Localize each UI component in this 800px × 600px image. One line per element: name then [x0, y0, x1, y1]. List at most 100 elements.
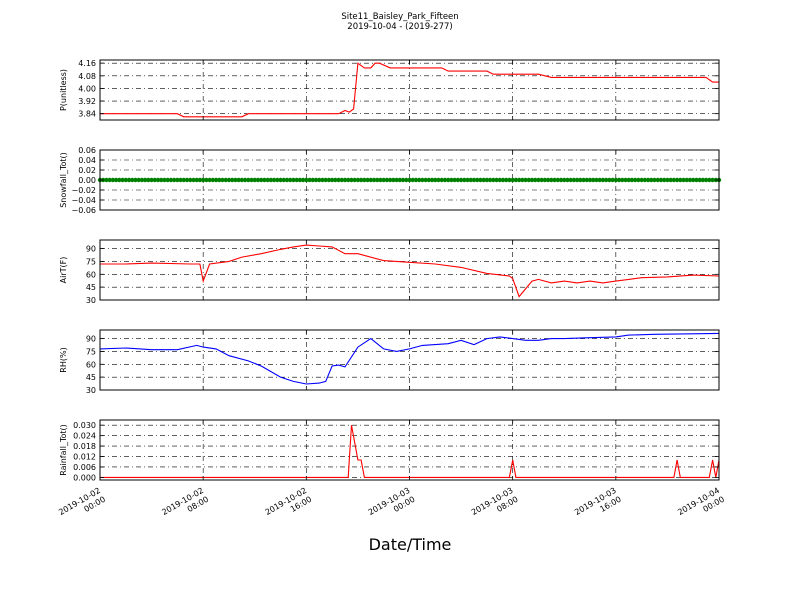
data-point — [291, 177, 296, 183]
data-point — [671, 177, 677, 183]
data-point — [346, 177, 351, 183]
data-point — [242, 177, 248, 183]
data-point — [162, 177, 167, 183]
data-point — [197, 177, 203, 183]
data-point — [533, 177, 538, 183]
y-tick-label: 30 — [86, 386, 96, 395]
data-point — [581, 177, 586, 183]
data-point — [513, 177, 519, 183]
data-point — [268, 177, 274, 183]
data-point — [710, 177, 715, 183]
data-point — [391, 177, 396, 183]
data-point — [326, 177, 332, 183]
data-point — [355, 177, 361, 183]
data-point — [200, 177, 206, 183]
data-point — [613, 177, 619, 183]
y-axis-label: Rainfall_Tot() — [59, 424, 68, 476]
data-point — [500, 177, 506, 183]
data-point — [249, 177, 254, 183]
data-point — [236, 177, 241, 183]
chart-title: Site11_Baisley_Park_Fifteen — [341, 12, 458, 22]
data-point — [420, 177, 425, 183]
panel-2: 30 45 60 75 90 AirT(F) — [59, 239, 720, 305]
data-point — [487, 177, 493, 183]
y-tick-label: 45 — [86, 373, 96, 382]
data-point — [278, 177, 283, 183]
data-point — [645, 177, 651, 183]
data-point — [491, 177, 496, 183]
y-tick-label: 90 — [86, 245, 96, 254]
data-point — [687, 177, 693, 183]
data-point — [155, 177, 161, 183]
y-tick-label: 75 — [86, 257, 96, 266]
data-point — [639, 177, 644, 183]
data-point — [507, 177, 512, 183]
data-point — [468, 177, 473, 183]
x-tick-label: 2019-10-0316:00 — [573, 486, 623, 526]
y-tick-label: −0.04 — [71, 196, 96, 205]
data-point — [136, 177, 141, 183]
data-point — [378, 177, 383, 183]
data-point — [371, 177, 377, 183]
panel-0: 3.84 3.92 4.00 4.08 4.16 P(unitless) — [59, 59, 720, 121]
x-tick-label: 2019-10-0208:00 — [160, 486, 210, 526]
data-point — [117, 177, 122, 183]
data-point — [104, 177, 109, 183]
data-point — [168, 177, 174, 183]
data-point — [171, 177, 177, 183]
data-point — [429, 177, 435, 183]
data-point — [394, 177, 399, 183]
data-point — [120, 177, 125, 183]
data-point — [681, 177, 686, 183]
y-tick-label: 0.04 — [78, 156, 96, 165]
data-point — [594, 177, 599, 183]
data-point — [603, 177, 609, 183]
panel-1: −0.06−0.04−0.020.000.020.040.06 Snowfall_… — [59, 146, 722, 215]
data-point — [568, 177, 573, 183]
data-point — [629, 177, 635, 183]
data-point — [375, 177, 380, 183]
data-point — [123, 177, 128, 183]
data-point — [339, 177, 344, 183]
data-point — [471, 177, 477, 183]
data-point — [626, 177, 631, 183]
data-point — [178, 177, 183, 183]
data-point — [571, 177, 577, 183]
x-tick-label: 2019-10-0216:00 — [264, 486, 314, 526]
data-point — [649, 177, 654, 183]
data-point — [484, 177, 490, 183]
data-point — [642, 177, 648, 183]
data-point — [165, 177, 170, 183]
data-point — [707, 177, 712, 183]
data-point — [481, 177, 486, 183]
data-point — [452, 177, 457, 183]
y-tick-label: 0.018 — [73, 442, 96, 451]
data-point — [458, 177, 464, 183]
data-point — [300, 177, 306, 183]
y-tick-label: 0.02 — [78, 166, 96, 175]
data-point — [449, 177, 454, 183]
data-point — [213, 177, 219, 183]
data-point — [655, 177, 660, 183]
data-point — [255, 177, 261, 183]
data-point — [404, 177, 409, 183]
data-point — [410, 177, 415, 183]
data-point — [520, 177, 525, 183]
data-point — [142, 177, 148, 183]
x-tick-label: 2019-10-0200:00 — [57, 486, 107, 526]
y-tick-label: 3.84 — [78, 110, 96, 119]
data-point — [239, 177, 245, 183]
data-point — [697, 177, 702, 183]
data-point — [623, 177, 628, 183]
data-point — [574, 177, 580, 183]
data-point — [349, 177, 354, 183]
data-point — [207, 177, 212, 183]
x-tick-label: 2019-10-0300:00 — [367, 486, 417, 526]
data-point — [288, 177, 293, 183]
data-point — [665, 177, 670, 183]
data-point — [423, 177, 428, 183]
data-point — [475, 177, 480, 183]
data-point — [365, 177, 370, 183]
y-tick-label: 75 — [86, 347, 96, 356]
data-point — [217, 177, 222, 183]
